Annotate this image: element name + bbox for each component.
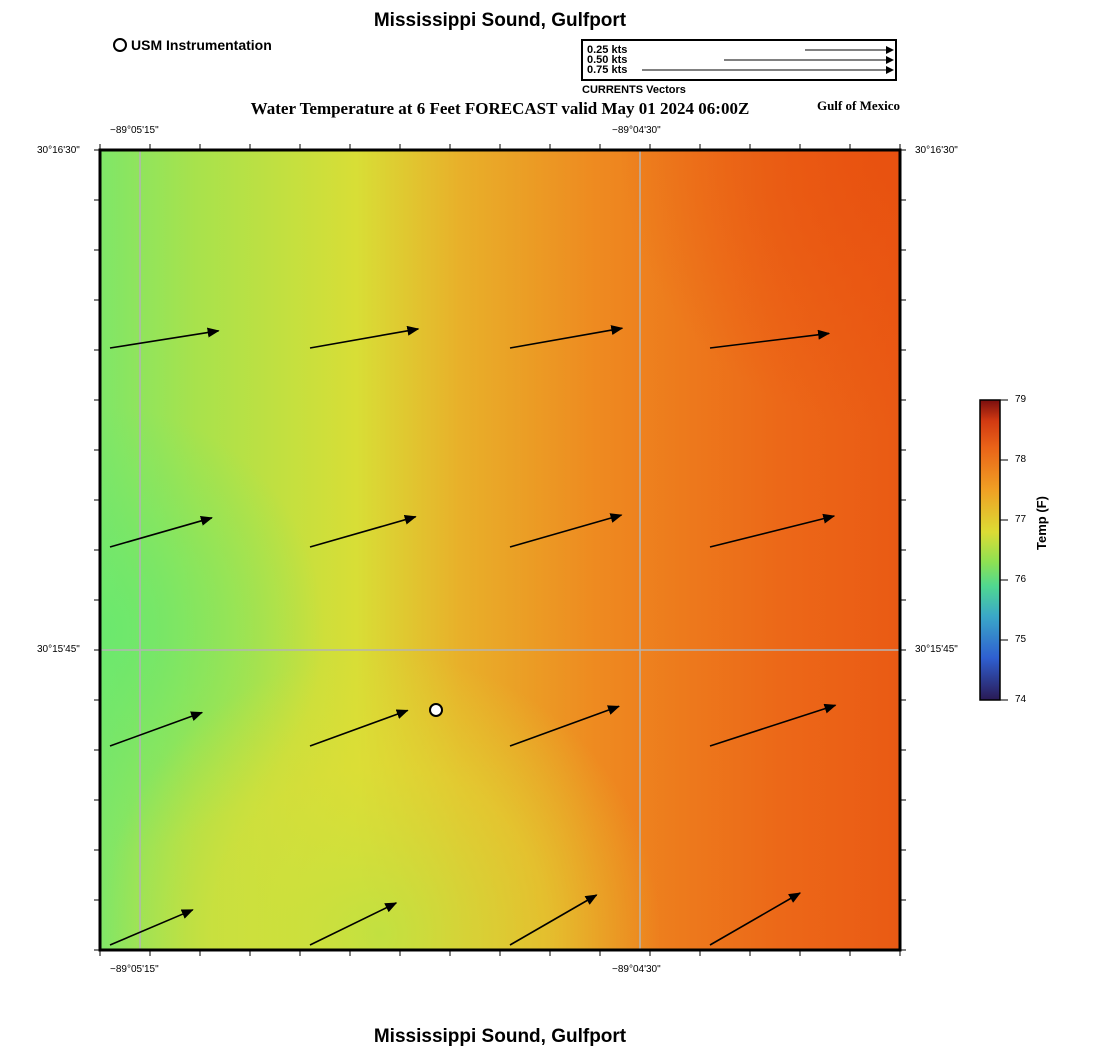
- station-marker-icon: [113, 38, 127, 52]
- map-title: Water Temperature at 6 Feet FORECAST val…: [250, 99, 750, 118]
- current-vector-arrow: [309, 514, 417, 548]
- current-vector-arrow: [509, 705, 620, 747]
- current-vector-arrow: [709, 703, 837, 747]
- top-lon-label: −89°05'15": [110, 125, 159, 136]
- current-vector-arrow: [109, 327, 220, 349]
- vector-scale-arrows: [642, 46, 894, 74]
- vector-caption: CURRENTS Vectors: [582, 84, 686, 96]
- temperature-map[interactable]: [90, 140, 920, 965]
- colorbar-tick-label: 76: [1015, 574, 1027, 585]
- colorbar-title: Temp (F): [1034, 496, 1049, 550]
- right-lat-label: 30°16'30": [915, 145, 958, 156]
- right-lat-label: 30°15'45": [915, 644, 958, 655]
- colorbar-tick-label: 77: [1015, 514, 1027, 525]
- vector-scale-label: 0.25 kts: [587, 44, 628, 56]
- current-vector-arrow: [109, 711, 204, 747]
- current-vector-arrow: [109, 909, 194, 946]
- station-legend: USM Instrumentation: [113, 37, 272, 53]
- bottom-lon-label: −89°05'15": [110, 964, 159, 975]
- left-lat-label: 30°15'45": [37, 644, 80, 655]
- current-vector-arrow: [309, 709, 409, 747]
- current-vector-arrow: [309, 325, 420, 349]
- current-vector-arrow: [509, 325, 624, 349]
- left-lat-label: 30°16'30": [37, 145, 80, 156]
- current-vectors: [109, 325, 837, 946]
- current-vector-arrow: [709, 329, 831, 349]
- current-vector-arrow: [709, 892, 801, 946]
- vector-scale-label: 0.50 kts: [587, 54, 628, 66]
- current-vector-arrow: [509, 894, 598, 946]
- station-legend-label: USM Instrumentation: [131, 37, 272, 53]
- current-vector-arrow: [709, 513, 836, 548]
- usm-station-marker[interactable]: [429, 703, 443, 717]
- colorbar-tick-label: 79: [1015, 394, 1027, 405]
- page-title: Mississippi Sound, Gulfport: [373, 10, 627, 31]
- colorbar-tick-label: 74: [1015, 694, 1027, 705]
- current-vector-arrow: [109, 516, 213, 548]
- map-ticks: [94, 144, 906, 956]
- vector-scale-label: 0.75 kts: [587, 64, 628, 76]
- colorbar: [979, 399, 1008, 701]
- current-vector-arrow: [309, 902, 398, 946]
- vector-scale-legend: 0.25 kts 0.50 kts 0.75 kts: [581, 39, 897, 81]
- region-label: Gulf of Mexico: [816, 98, 900, 113]
- top-lon-label: −89°04'30": [612, 125, 661, 136]
- current-vector-arrow: [509, 513, 623, 548]
- bottom-lon-label: −89°04'30": [612, 964, 661, 975]
- temperature-field: [100, 150, 900, 950]
- colorbar-tick-label: 78: [1015, 454, 1027, 465]
- footer-title: Mississippi Sound, Gulfport: [373, 1026, 627, 1047]
- colorbar-tick-label: 75: [1015, 634, 1027, 645]
